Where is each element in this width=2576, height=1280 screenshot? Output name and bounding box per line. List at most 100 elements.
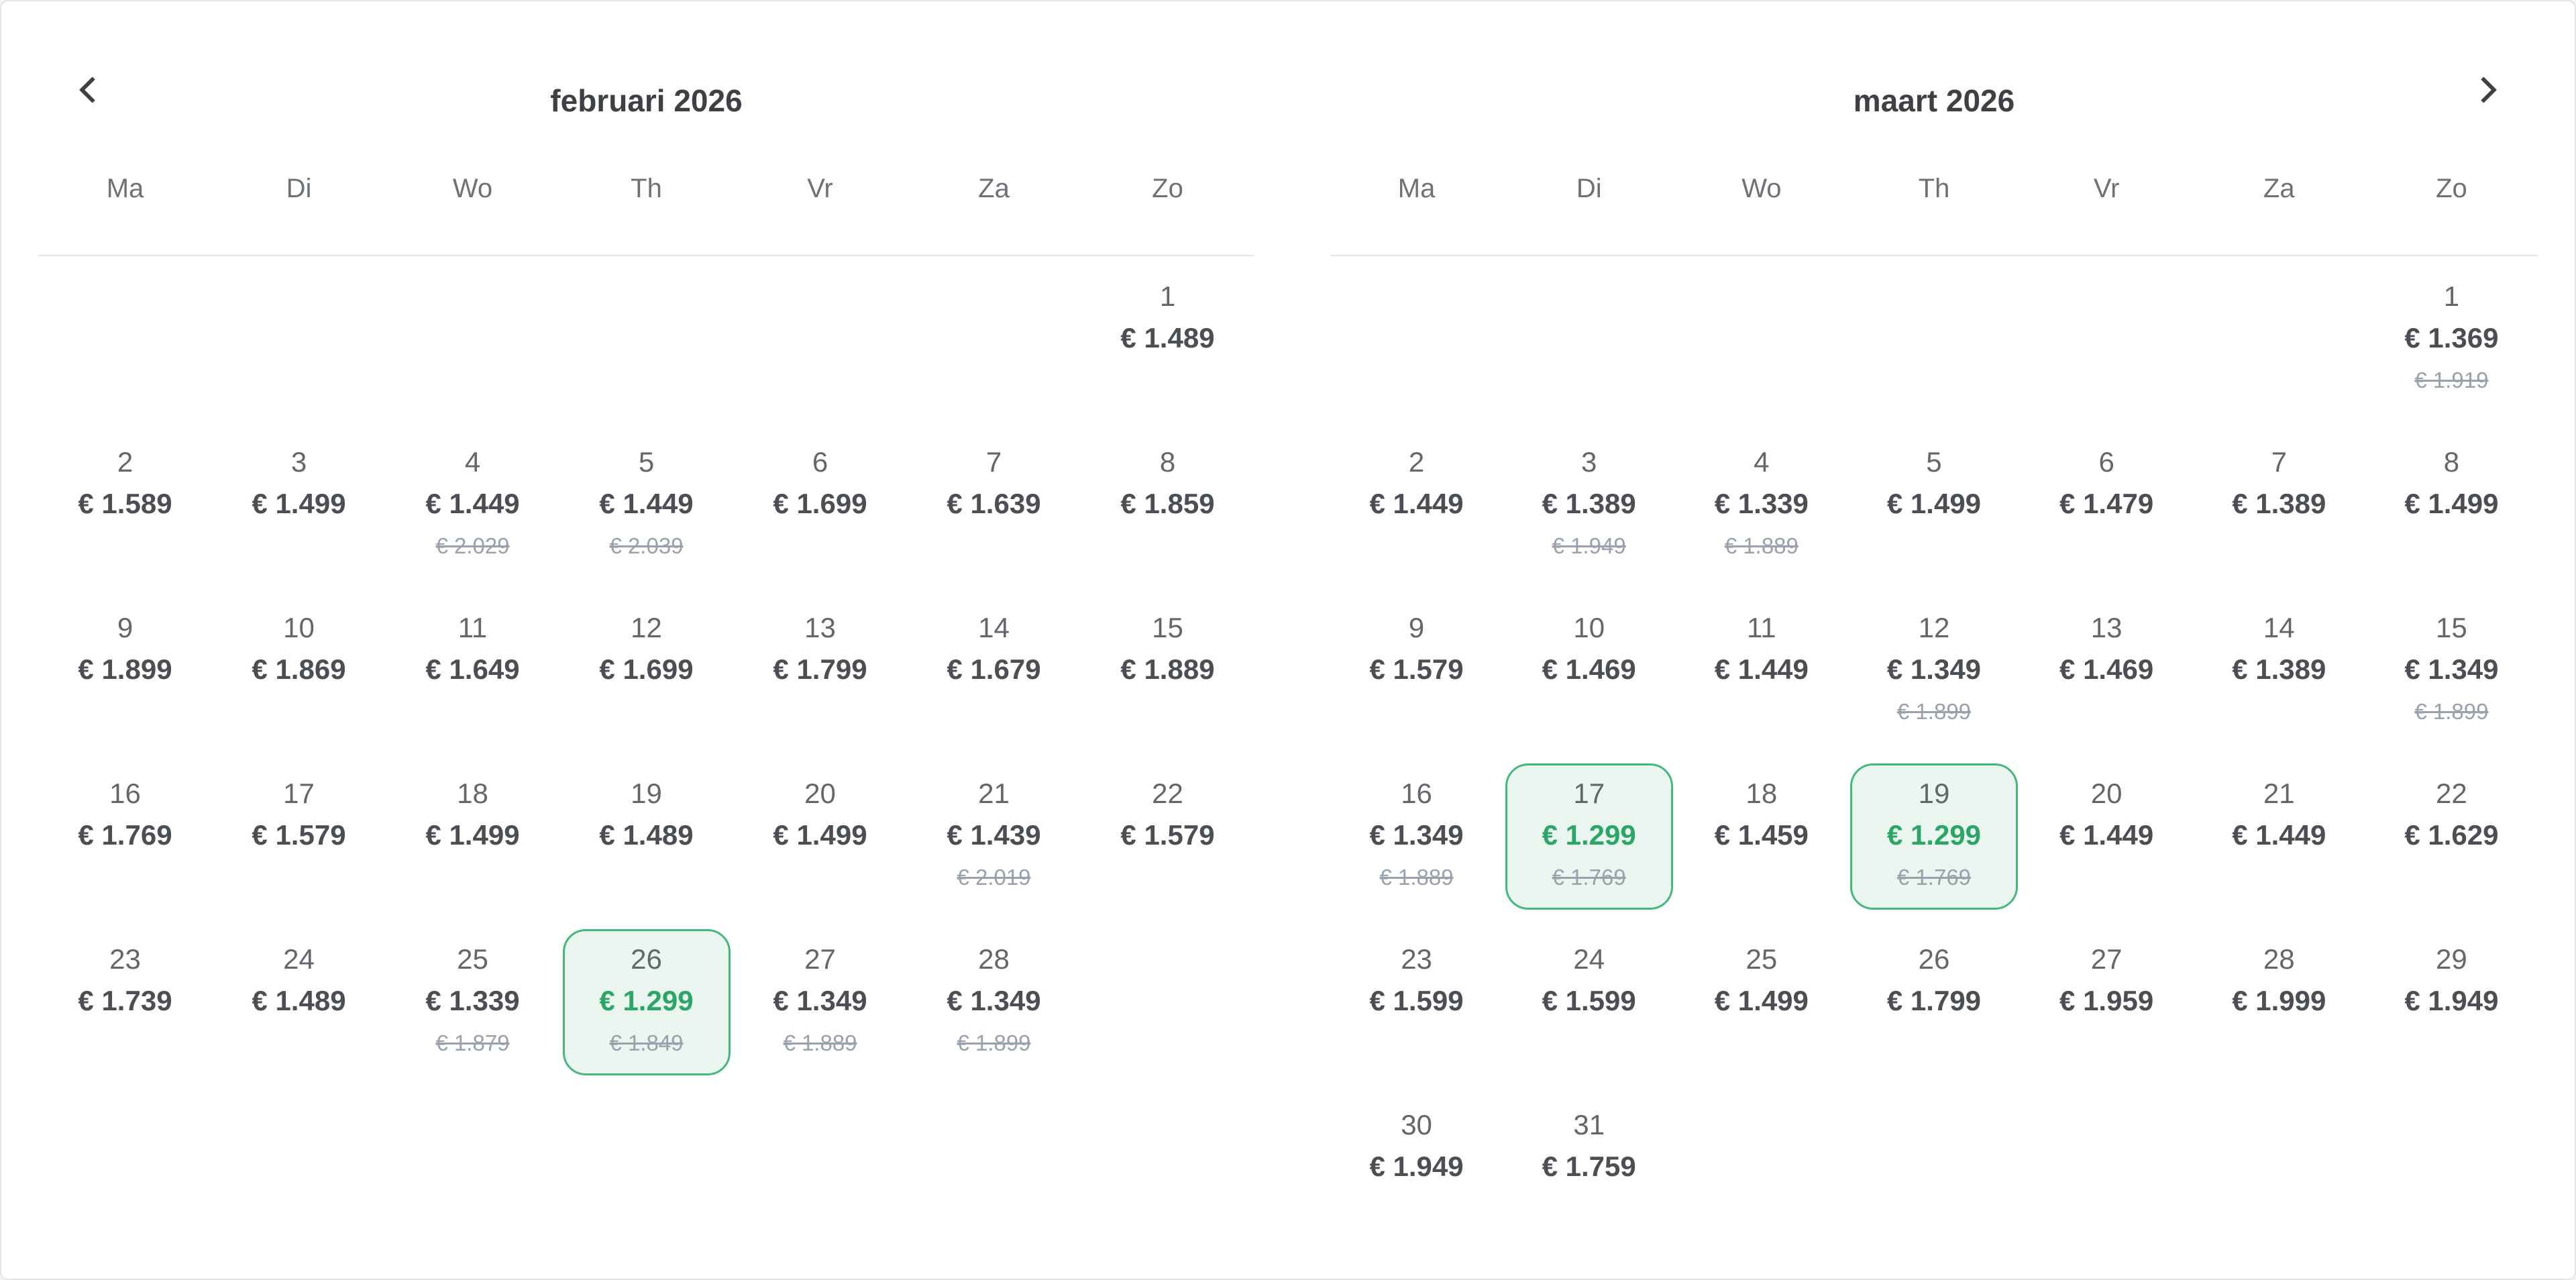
day-cell[interactable]: 15 € 1.349 € 1.899 [2365,588,2538,753]
day-cell[interactable]: 1 € 1.489 [1081,256,1254,422]
day-number: 29 [2436,943,2467,975]
day-cell-content: 19 € 1.299 € 1.769 [1849,763,2018,910]
day-cell[interactable]: 31 € 1.759 [1503,1085,1675,1250]
day-cell[interactable]: 5 € 1.499 [1847,422,2020,588]
weekday-label: Di [1576,173,1602,203]
day-cell[interactable]: 14 € 1.389 [2193,588,2365,753]
day-cell[interactable]: 12 € 1.349 € 1.899 [1847,588,2020,753]
day-cell[interactable]: 14 € 1.679 [907,588,1081,753]
day-cell[interactable]: 10 € 1.869 [212,588,386,753]
day-price: € 1.349 [1886,653,1982,685]
day-number: 11 [1747,612,1776,643]
day-cell-content: 22 € 1.579 [1084,763,1252,872]
day-cell[interactable]: 18 € 1.459 [1675,753,1847,919]
day-price: € 1.299 [599,985,694,1016]
day-cell[interactable]: 18 € 1.499 [386,753,559,919]
day-cell[interactable]: 13 € 1.799 [733,588,907,753]
day-cell[interactable]: 17 € 1.579 [212,753,386,919]
day-cell[interactable]: 30 € 1.949 [1330,1085,1503,1250]
day-number: 19 [1918,778,1950,809]
day-cell[interactable]: 9 € 1.579 [1330,588,1503,753]
day-cell[interactable]: 28 € 1.999 [2193,919,2365,1085]
day-cell[interactable]: 16 € 1.349 € 1.889 [1330,753,1503,919]
day-price: € 1.349 [773,985,867,1016]
day-cell[interactable]: 8 € 1.859 [1081,422,1254,588]
day-cell-empty-content [1505,266,1673,292]
day-cell-content: 13 € 1.799 [737,598,904,706]
day-cell[interactable]: 5 € 1.449 € 2.039 [559,422,733,588]
day-cell[interactable]: 6 € 1.699 [733,422,907,588]
day-cell-empty [2193,1085,2365,1250]
day-number: 15 [2436,612,2467,643]
day-cell[interactable]: 24 € 1.599 [1503,919,1675,1085]
day-cell-selected[interactable]: 26 € 1.299 € 1.849 [559,919,733,1085]
day-cell-content: 9 € 1.899 [42,598,209,706]
weekday-label: Vr [2093,173,2120,203]
day-cell[interactable]: 27 € 1.959 [2021,919,2193,1085]
prev-month-button[interactable] [58,60,119,121]
day-cell[interactable]: 2 € 1.589 [38,422,212,588]
day-price: € 1.769 [78,819,172,851]
day-cell[interactable]: 24 € 1.489 [212,919,386,1085]
day-cell[interactable]: 3 € 1.499 [212,422,386,588]
day-cell[interactable]: 22 € 1.629 [2365,753,2538,919]
day-cell[interactable]: 6 € 1.479 [2021,422,2193,588]
day-price: € 1.349 [947,985,1041,1016]
day-cell[interactable]: 11 € 1.449 [1675,588,1847,753]
day-number: 10 [1573,612,1605,643]
day-cell-content: 1 € 1.369 € 1.919 [2367,266,2535,413]
day-cell[interactable]: 8 € 1.499 [2365,422,2538,588]
day-strike-price: € 1.919 [2414,368,2489,392]
day-cell-empty [2021,1085,2193,1250]
day-number: 10 [283,612,315,643]
week-row: 23 € 1.599 24 € 1.599 25 € 1.499 26 € 1.799 27 € … [1330,919,2538,1085]
day-cell-selected[interactable]: 17 € 1.299 € 1.769 [1503,753,1675,919]
day-price: € 1.389 [1542,488,1636,519]
day-strike-price: € 1.949 [1552,533,1626,558]
day-cell-content: 20 € 1.499 [737,763,904,872]
next-month-button[interactable] [2457,60,2518,121]
day-cell[interactable]: 16 € 1.769 [38,753,212,919]
day-cell[interactable]: 3 € 1.389 € 1.949 [1503,422,1675,588]
day-cell[interactable]: 19 € 1.489 [559,753,733,919]
day-number: 23 [1401,943,1432,975]
day-cell[interactable]: 9 € 1.899 [38,588,212,753]
day-cell[interactable]: 26 € 1.799 [1847,919,2020,1085]
day-price: € 1.589 [78,488,172,519]
day-cell[interactable]: 11 € 1.649 [386,588,559,753]
day-cell[interactable]: 7 € 1.389 [2193,422,2365,588]
day-cell[interactable]: 22 € 1.579 [1081,753,1254,919]
day-cell[interactable]: 25 € 1.339 € 1.879 [386,919,559,1085]
day-cell[interactable]: 12 € 1.699 [559,588,733,753]
day-cell[interactable]: 20 € 1.449 [2021,753,2193,919]
day-cell[interactable]: 20 € 1.499 [733,753,907,919]
day-cell-empty [2193,256,2365,422]
day-number: 22 [1152,778,1183,809]
chevron-right-icon [2470,76,2498,103]
day-cell[interactable]: 13 € 1.469 [2021,588,2193,753]
day-cell[interactable]: 25 € 1.499 [1675,919,1847,1085]
day-number: 28 [978,943,1010,975]
day-cell[interactable]: 21 € 1.439 € 2.019 [907,753,1081,919]
month-february: februari 2026 Ma Di Wo Th Vr Za Zo 1 € 1.489 2 € … [38,1,1254,1250]
day-price: € 1.579 [252,819,346,851]
day-number: 24 [283,943,315,975]
day-cell[interactable]: 28 € 1.349 € 1.899 [907,919,1081,1085]
day-cell[interactable]: 29 € 1.949 [2365,919,2538,1085]
day-cell[interactable]: 23 € 1.739 [38,919,212,1085]
day-cell[interactable]: 1 € 1.369 € 1.919 [2365,256,2538,422]
day-cell[interactable]: 23 € 1.599 [1330,919,1503,1085]
day-cell[interactable]: 15 € 1.889 [1081,588,1254,753]
day-cell[interactable]: 2 € 1.449 [1330,422,1503,588]
day-cell[interactable]: 4 € 1.339 € 1.889 [1675,422,1847,588]
day-cell[interactable]: 4 € 1.449 € 2.029 [386,422,559,588]
day-price: € 1.349 [2404,653,2499,685]
day-cell-empty-content [1678,1095,1845,1120]
day-cell[interactable]: 21 € 1.449 [2193,753,2365,919]
day-cell[interactable]: 27 € 1.349 € 1.889 [733,919,907,1085]
day-cell-selected[interactable]: 19 € 1.299 € 1.769 [1847,753,2020,919]
day-cell[interactable]: 10 € 1.469 [1503,588,1675,753]
day-cell[interactable]: 7 € 1.639 [907,422,1081,588]
day-price: € 1.949 [1369,1151,1464,1182]
day-number: 11 [458,612,488,643]
